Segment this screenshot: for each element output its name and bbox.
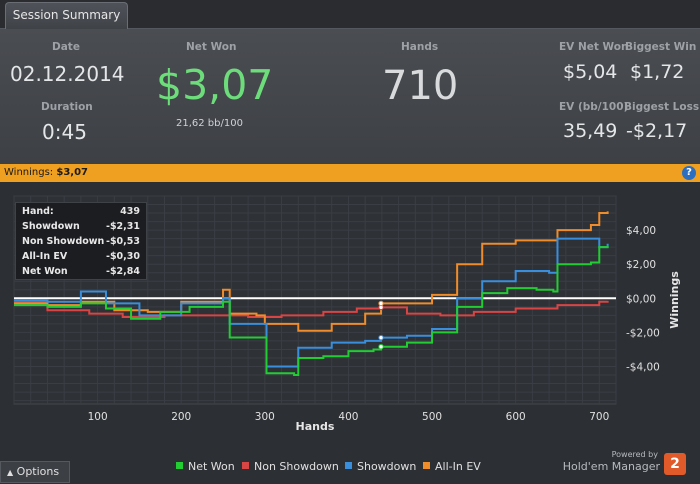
x-tick-label: 200 [171, 411, 191, 423]
legend-non-showdown[interactable]: Non Showdown [242, 460, 339, 473]
legend-net-won[interactable]: Net Won [176, 460, 235, 473]
biggest-loss-value: -$2,17 [626, 120, 688, 142]
tooltip-row-hand: Hand: 439 [22, 206, 140, 217]
series-line-all-in-ev [14, 211, 609, 332]
tooltip-row-net-won: Net Won -$2,84 [22, 266, 140, 277]
help-icon[interactable]: ? [682, 166, 696, 180]
date-label: Date [52, 41, 80, 53]
hands-value: 710 [382, 63, 459, 109]
hover-marker [378, 300, 384, 307]
duration-value: 0:45 [42, 120, 87, 144]
date-value: 02.12.2014 [10, 62, 125, 86]
y-tick-label: $0,00 [626, 293, 656, 305]
tab-bar: Session Summary [0, 0, 700, 29]
biggest-win-value: $1,72 [630, 61, 685, 83]
x-tick-label: 600 [506, 411, 526, 423]
legend-showdown[interactable]: Showdown [345, 460, 416, 473]
tooltip-row-showdown: Showdown -$2,31 [22, 221, 140, 232]
y-tick-label: -$2,00 [626, 327, 660, 339]
y-tick-label: $2,00 [626, 259, 656, 271]
duration-label: Duration [41, 101, 93, 113]
evbb-label: EV (bb/100) [559, 101, 629, 113]
options-label: Options [16, 465, 60, 478]
series-line-net-won [14, 245, 609, 377]
x-tick-label: 100 [88, 411, 108, 423]
legend-allin-ev[interactable]: All-In EV [423, 460, 481, 473]
tooltip-row-non-showdown: Non Showdown -$0,53 [22, 236, 140, 247]
hover-marker [378, 334, 384, 341]
x-tick-label: 500 [422, 411, 442, 423]
powered-by-text: Powered by [611, 450, 658, 459]
x-axis-label: Hands [296, 420, 335, 433]
y-tick-label: $4,00 [626, 225, 656, 237]
evbb-value: 35,49 [563, 120, 618, 142]
x-tick-label: 700 [589, 411, 609, 423]
tooltip-row-allin-ev: All-In EV -$0,30 [22, 251, 140, 262]
biggest-win-label: Biggest Win [625, 41, 697, 53]
winnings-label: Winnings: [4, 167, 54, 178]
series-line-non-showdown [14, 300, 609, 319]
tab-session-summary[interactable]: Session Summary [5, 2, 128, 29]
biggest-loss-label: Biggest Loss [624, 101, 700, 113]
y-tick-label: -$4,00 [626, 361, 660, 373]
brand-name: Hold'em Manager [562, 460, 660, 473]
hand-tooltip: Hand: 439 Showdown -$2,31 Non Showdown -$0,… [15, 202, 147, 280]
ev-label: EV Net Won [559, 41, 629, 53]
ev-value: $5,04 [563, 61, 618, 83]
hands-label: Hands [401, 41, 439, 53]
hover-marker [378, 344, 384, 350]
legend-swatch [345, 462, 352, 469]
chevron-up-icon: ▲ [7, 468, 14, 477]
x-tick-label: 400 [338, 411, 358, 423]
x-tick-label: 300 [255, 411, 275, 423]
legend-swatch [176, 462, 183, 469]
winnings-bar: Winnings: $3,07 ? [0, 164, 700, 182]
y-axis-label: Winnings [668, 271, 681, 329]
options-button[interactable]: ▲ Options [0, 461, 70, 483]
winnings-value: $3,07 [56, 167, 88, 178]
legend-swatch [242, 462, 249, 469]
netwon-value: $3,07 [156, 61, 274, 109]
session-summary-panel: Date 02.12.2014 Duration 0:45 Net Won $3… [0, 29, 700, 164]
series-line-showdown [14, 237, 609, 368]
legend-swatch [423, 462, 430, 469]
hm2-logo: 2 [664, 453, 686, 475]
netwon-label: Net Won [186, 41, 237, 53]
bb100-value: 21,62 bb/100 [176, 118, 243, 129]
